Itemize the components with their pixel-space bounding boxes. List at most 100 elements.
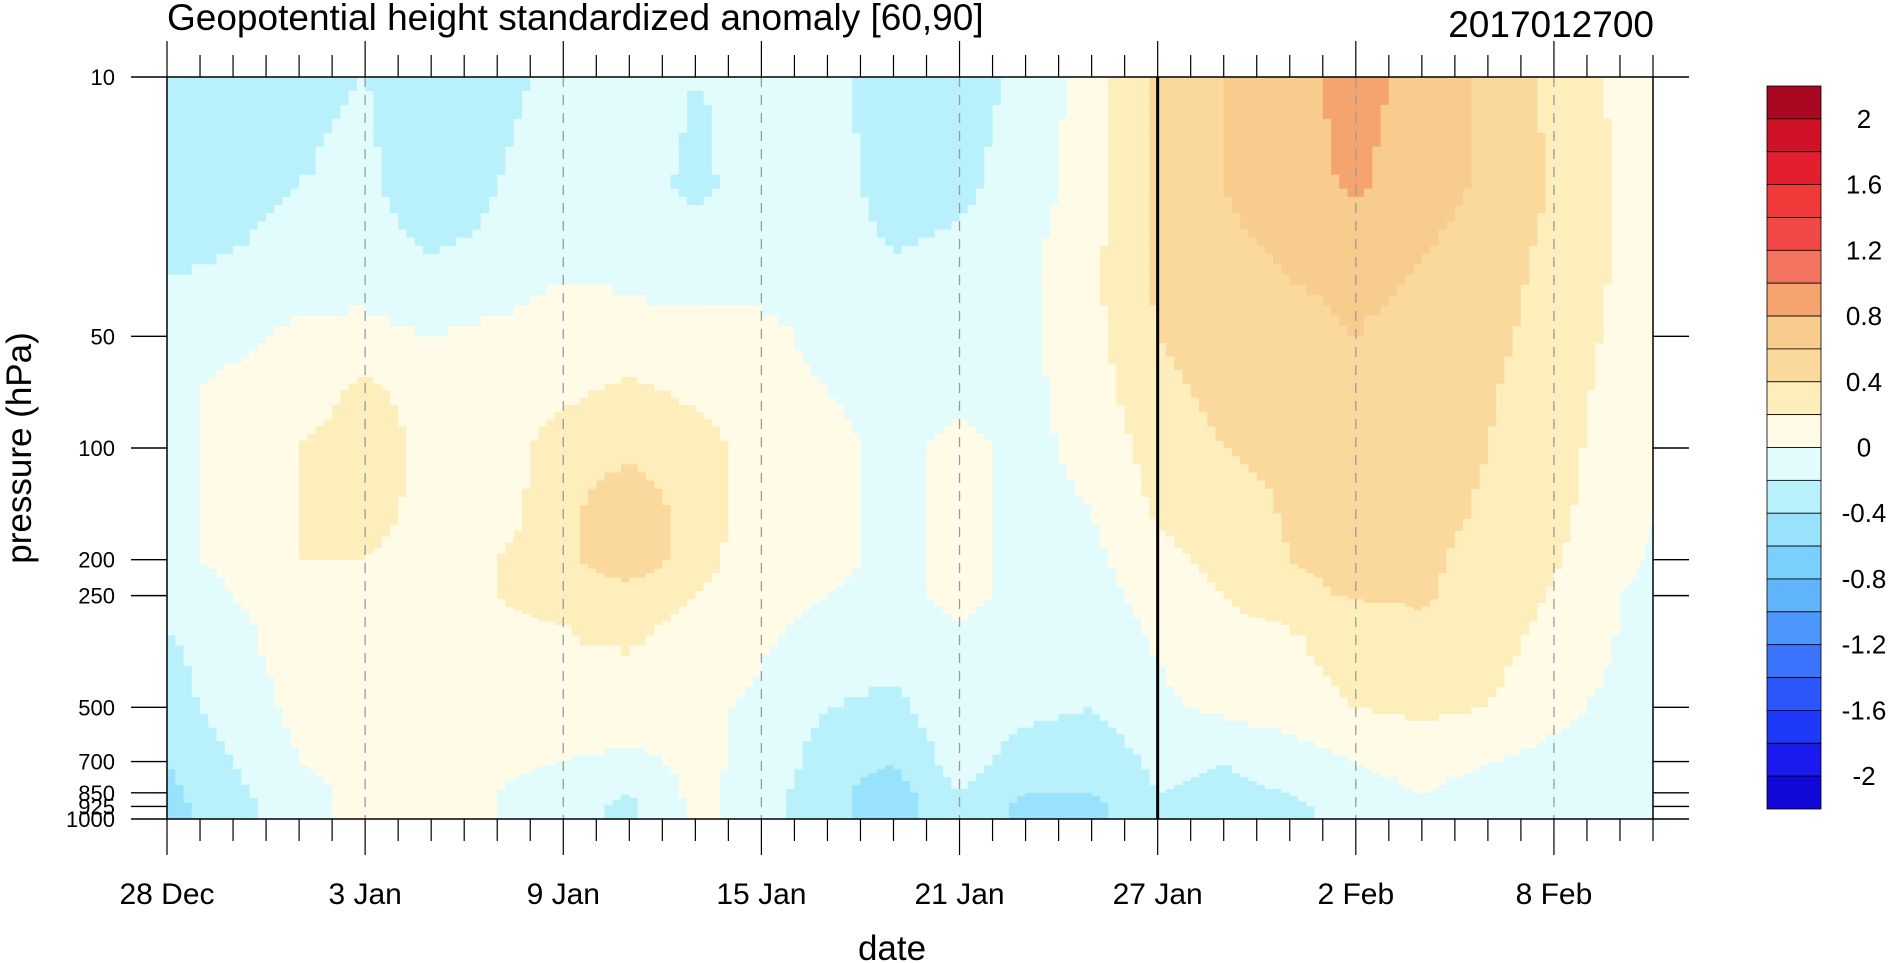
contour-cell <box>1289 132 1299 148</box>
contour-cell <box>959 118 969 134</box>
contour-cell <box>720 104 729 120</box>
contour-cell <box>1446 305 1456 317</box>
contour-cell <box>505 132 515 148</box>
contour-cell <box>992 274 1002 286</box>
contour-cell <box>521 146 531 162</box>
contour-cell <box>1454 213 1464 222</box>
contour-cell <box>901 315 911 327</box>
contour-cell <box>563 370 573 378</box>
contour-cell <box>455 295 465 307</box>
contour-cell <box>678 146 688 162</box>
contour-cell <box>621 254 630 265</box>
contour-cell <box>1124 213 1134 222</box>
contour-cell <box>1339 254 1349 265</box>
contour-cell <box>835 221 845 231</box>
contour-cell <box>340 295 350 307</box>
contour-cell <box>687 90 696 106</box>
contour-cell <box>1182 213 1192 222</box>
contour-cell <box>1611 305 1621 317</box>
contour-cell <box>1578 160 1588 176</box>
contour-cell <box>497 254 507 265</box>
contour-cell <box>1636 305 1642 317</box>
contour-cell <box>1619 305 1625 317</box>
contour-cell <box>216 363 226 371</box>
contour-cell <box>1355 205 1365 214</box>
contour-cell <box>1091 196 1101 206</box>
contour-cell <box>563 90 573 106</box>
contour-cell <box>843 245 853 255</box>
contour-cell <box>546 245 556 255</box>
contour-cell <box>414 205 424 214</box>
contour-cell <box>183 104 193 120</box>
contour-cell <box>1454 237 1464 247</box>
contour-cell <box>381 213 391 222</box>
contour-cell <box>274 213 284 222</box>
contour-cell <box>365 132 374 148</box>
contour-cell <box>876 118 886 134</box>
contour-cell <box>464 221 474 231</box>
contour-cell <box>224 383 234 392</box>
contour-cell <box>1421 205 1431 214</box>
contour-cell <box>1578 274 1588 286</box>
contour-cell <box>1314 315 1324 327</box>
contour-cell <box>1586 245 1596 255</box>
contour-cell <box>381 254 391 265</box>
contour-cell <box>332 254 341 265</box>
contour-cell <box>612 90 622 106</box>
contour-cell <box>1182 245 1192 255</box>
contour-cell <box>257 205 267 214</box>
contour-cell <box>777 205 787 214</box>
contour-cell <box>414 132 424 148</box>
contour-cell <box>769 305 779 317</box>
contour-cell <box>464 213 474 222</box>
contour-cell <box>1116 188 1126 198</box>
contour-cell <box>307 104 317 120</box>
contour-cell <box>1632 118 1638 134</box>
contour-cell <box>290 146 300 162</box>
contour-cell <box>406 315 416 327</box>
contour-cell <box>241 132 251 148</box>
contour-cell <box>1479 274 1489 286</box>
contour-cell <box>1256 188 1266 198</box>
contour-cell <box>893 146 903 162</box>
contour-cell <box>910 196 919 206</box>
contour-cell <box>1636 264 1642 276</box>
contour-cell <box>1562 160 1572 176</box>
contour-cell <box>233 213 242 222</box>
contour-cell <box>1132 305 1142 317</box>
contour-cell <box>786 305 796 317</box>
contour-cell <box>893 315 903 327</box>
contour-cell <box>497 118 507 134</box>
contour-cell <box>786 196 796 206</box>
contour-cell <box>546 264 556 276</box>
contour-cell <box>1025 160 1035 176</box>
contour-cell <box>967 188 977 198</box>
contour-cell <box>299 254 308 265</box>
contour-cell <box>1108 174 1117 190</box>
contour-cell <box>1529 118 1539 134</box>
contour-cell <box>323 295 333 307</box>
contour-cell <box>1512 264 1522 276</box>
contour-cell <box>299 196 308 206</box>
contour-cell <box>480 326 490 337</box>
contour-cell <box>315 213 325 222</box>
contour-cell <box>1207 254 1217 265</box>
contour-cell <box>910 264 919 276</box>
contour-cell <box>191 326 201 337</box>
contour-cell <box>406 104 416 120</box>
contour-cell <box>241 229 251 239</box>
contour-cell <box>488 295 498 307</box>
contour-cell <box>249 245 259 255</box>
contour-cell <box>728 383 738 392</box>
contour-cell <box>1364 132 1373 148</box>
contour-cell <box>794 77 804 92</box>
contour-cell <box>274 118 284 134</box>
contour-cell <box>323 383 333 392</box>
contour-cell <box>167 363 176 371</box>
contour-cell <box>505 326 515 337</box>
contour-cell <box>538 146 548 162</box>
contour-cell <box>827 146 837 162</box>
contour-cell <box>959 196 969 206</box>
contour-cell <box>1091 160 1101 176</box>
contour-cell <box>1322 254 1332 265</box>
